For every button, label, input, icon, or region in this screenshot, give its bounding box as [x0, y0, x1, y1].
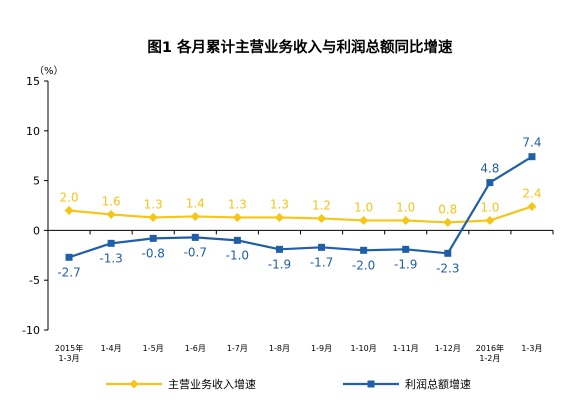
data-point	[149, 234, 157, 242]
data-label: 1.3	[270, 197, 289, 211]
y-tick-label: 5	[33, 175, 40, 188]
data-point	[528, 153, 536, 161]
data-label: -2.3	[436, 261, 459, 275]
data-label: -1.3	[99, 251, 122, 265]
data-label: -0.7	[184, 245, 207, 259]
data-point	[402, 245, 410, 253]
data-label: -1.7	[310, 255, 333, 269]
legend-item: 利润总额增速	[343, 377, 471, 391]
data-label: 4.8	[480, 162, 499, 176]
data-point	[401, 215, 411, 225]
data-point	[64, 205, 74, 215]
y-tick-label: 15	[26, 75, 40, 88]
data-point	[106, 209, 116, 219]
data-point	[485, 215, 495, 225]
x-tick-label: 1-8月	[269, 344, 290, 353]
data-point	[148, 212, 158, 222]
data-point	[233, 236, 241, 244]
data-label: 1.6	[102, 194, 121, 208]
data-label: 1.2	[312, 198, 331, 212]
data-point	[359, 215, 369, 225]
data-label: 2.0	[59, 190, 78, 204]
data-point	[444, 249, 452, 257]
data-label: 7.4	[522, 136, 541, 150]
data-label: -1.0	[226, 248, 249, 262]
x-tick-label: 1-4月	[101, 344, 122, 353]
x-tick-label: 1-9月	[311, 344, 332, 353]
legend-marker	[129, 379, 139, 389]
data-label: 1.0	[480, 200, 499, 214]
data-label: 1.4	[186, 196, 205, 210]
data-point	[527, 201, 537, 211]
data-point	[232, 212, 242, 222]
data-point	[191, 233, 199, 241]
x-tick-label: 1-6月	[185, 344, 206, 353]
y-tick-label: -10	[22, 324, 40, 337]
data-label: 1.3	[228, 197, 247, 211]
x-tick-label: 1-2月	[479, 354, 500, 363]
y-tick-label: 0	[33, 224, 40, 237]
y-axis-unit-label: （%）	[34, 65, 64, 77]
x-tick-label: 1-10月	[351, 344, 377, 353]
series-1: -2.7 -1.3 -0.8 -0.7 -1.0 -1.9 -1.7 -2.0 -1.9 -2.3…	[57, 136, 541, 280]
series-line	[68, 155, 533, 259]
x-tick-label: 2015年	[55, 343, 83, 353]
data-label: -2.7	[57, 265, 80, 279]
legend: 主营业务收入增速 利润总额增速	[106, 377, 471, 391]
data-label: -1.9	[394, 257, 417, 271]
data-point	[443, 217, 453, 227]
x-tick-label: 1-11月	[393, 344, 419, 353]
data-point	[275, 245, 283, 253]
series-line	[68, 205, 533, 224]
legend-label: 主营业务收入增速	[168, 377, 256, 391]
data-label: 1.0	[354, 200, 373, 214]
x-tick-label: 1-3月	[521, 344, 542, 353]
x-tick-label: 1-7月	[227, 344, 248, 353]
data-point	[486, 179, 494, 187]
data-point	[360, 246, 368, 254]
data-label: -2.0	[352, 258, 375, 272]
legend-label: 利润总额增速	[405, 377, 471, 391]
x-tick-label: 1-5月	[143, 344, 164, 353]
data-point	[190, 211, 200, 221]
y-tick-label: 10	[26, 125, 40, 138]
data-label: 1.0	[396, 200, 415, 214]
legend-marker	[367, 380, 375, 388]
x-tick-label: 2016年	[476, 343, 504, 353]
data-point	[107, 239, 115, 247]
data-label: -1.9	[268, 257, 291, 271]
legend-item: 主营业务收入增速	[106, 377, 256, 391]
y-tick-label: -5	[29, 274, 40, 287]
series-0: 2.0 1.6 1.3 1.4 1.3 1.3 1.2 1.0 1.0 0.8 1.0 2.4	[59, 186, 542, 227]
data-label: 2.4	[522, 186, 541, 200]
data-point	[318, 243, 326, 251]
series-layer: 2.0 1.6 1.3 1.4 1.3 1.3 1.2 1.0 1.0 0.8 1.02.4-2.7…	[57, 136, 541, 280]
data-label: -0.8	[141, 246, 164, 260]
data-point	[65, 253, 73, 261]
data-label: 0.8	[438, 202, 457, 216]
data-label: 1.3	[144, 197, 163, 211]
chart-title: 图1 各月累计主营业务收入与利润总额同比增速	[147, 38, 453, 56]
data-point	[317, 213, 327, 223]
x-tick-label: 1-3月	[59, 354, 80, 363]
x-tick-label: 1-12月	[435, 344, 461, 353]
data-point	[274, 212, 284, 222]
